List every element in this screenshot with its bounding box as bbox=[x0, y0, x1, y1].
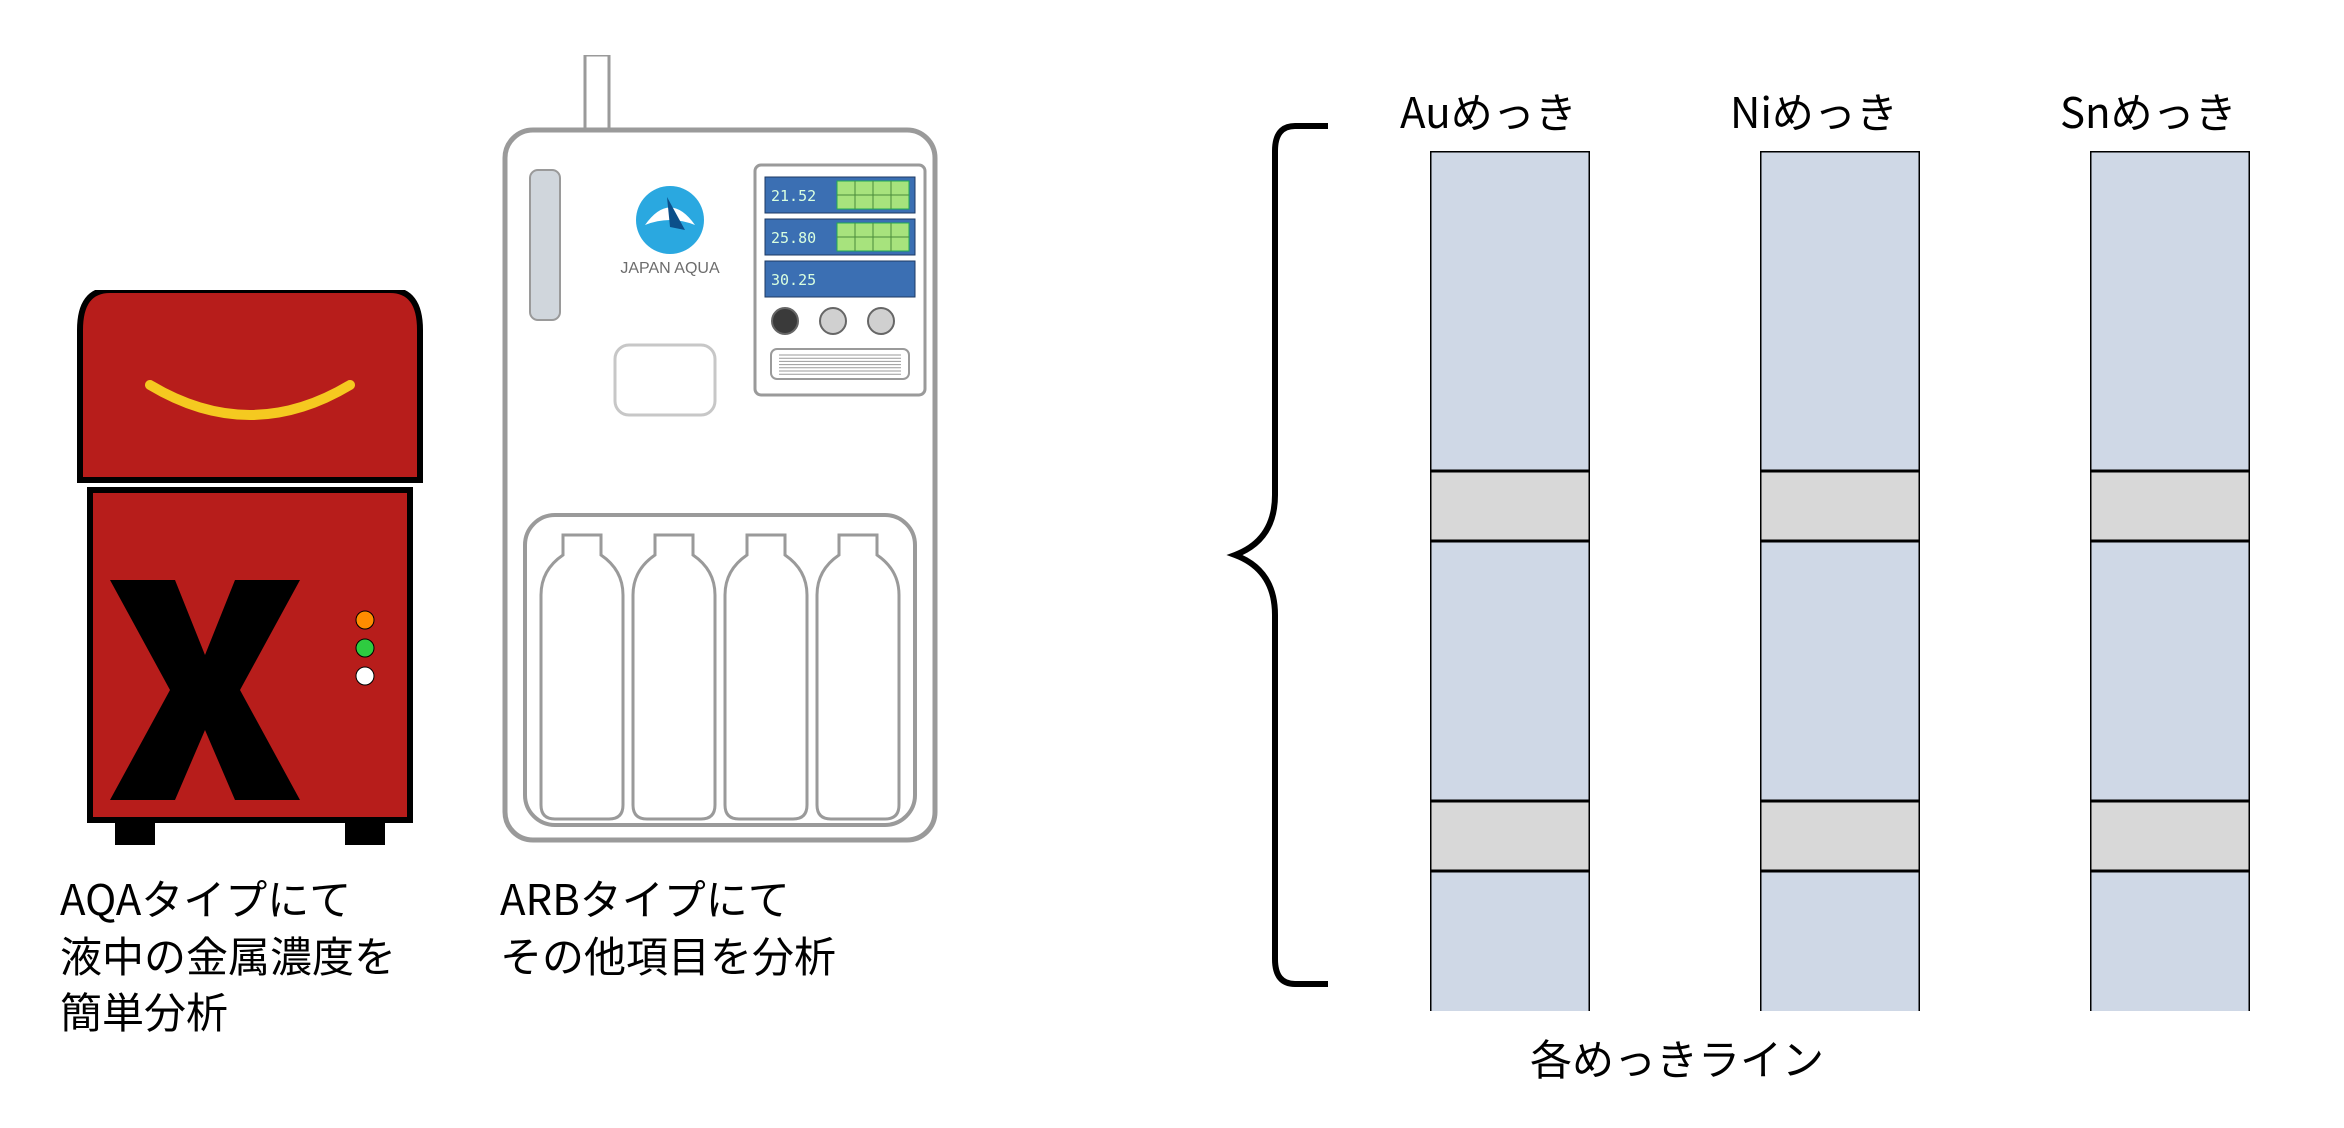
svg-text:25.80: 25.80 bbox=[771, 229, 816, 247]
plating-line-bar bbox=[1760, 151, 1920, 1011]
plating-line-bar bbox=[2090, 151, 2250, 1011]
svg-text:21.52: 21.52 bbox=[771, 187, 816, 205]
aqa-svg bbox=[70, 290, 430, 850]
svg-text:30.25: 30.25 bbox=[771, 271, 816, 289]
plating-line-bar bbox=[1430, 151, 1590, 1011]
plating-line-label: Niめっき bbox=[1730, 80, 1990, 141]
svg-text:JAPAN AQUA: JAPAN AQUA bbox=[620, 260, 720, 277]
plating-line-col: Niめっき bbox=[1690, 80, 1990, 1011]
arb-svg: JAPAN AQUA 21.52 25.80 30.25 bbox=[495, 55, 945, 850]
diagram-root: JAPAN AQUA 21.52 25.80 30.25 AQAタイプにて 液中の金属… bbox=[0, 0, 2344, 1128]
plating-line-label: Snめっき bbox=[2060, 80, 2320, 141]
arb-caption: ARBタイプにて その他項目を分析 bbox=[500, 870, 836, 983]
bracket bbox=[1215, 120, 1335, 990]
aqa-machine bbox=[70, 290, 430, 850]
lines-caption: 各めっきライン bbox=[1530, 1030, 1824, 1087]
plating-line-label: Auめっき bbox=[1400, 80, 1660, 141]
arb-machine: JAPAN AQUA 21.52 25.80 30.25 bbox=[495, 55, 945, 850]
plating-lines: Auめっき Niめっき Snめっき bbox=[1360, 80, 2330, 1000]
plating-line-col: Snめっき bbox=[2020, 80, 2320, 1011]
bracket-svg bbox=[1215, 120, 1335, 990]
aqa-caption: AQAタイプにて 液中の金属濃度を 簡単分析 bbox=[60, 870, 396, 1040]
plating-line-col: Auめっき bbox=[1360, 80, 1660, 1011]
